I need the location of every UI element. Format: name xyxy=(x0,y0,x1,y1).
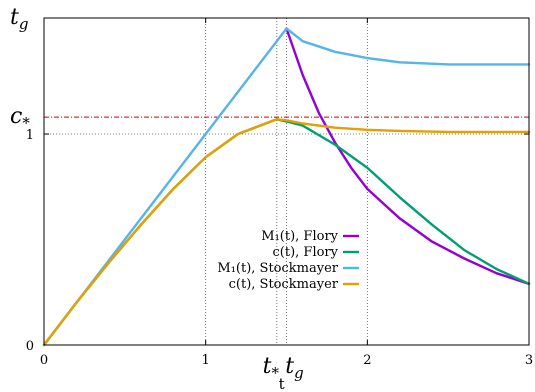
legend-label: M₁(t), Stockmayer xyxy=(217,261,338,276)
tick-labels: 0 1 2 3 0 1 xyxy=(26,128,533,368)
plot-frame xyxy=(43,17,530,346)
x-special-label-*: t* xyxy=(263,354,280,382)
y-special-label-*: c* xyxy=(10,104,30,132)
grid-lines xyxy=(44,18,529,345)
x-tick-label: 1 xyxy=(202,353,210,368)
legend-label: c(t), Stockmayer xyxy=(229,277,339,292)
series-line xyxy=(285,27,531,285)
x-axis-label: t xyxy=(279,375,285,392)
x-special-label-g: tg xyxy=(285,354,303,382)
y-special-label-g: tg xyxy=(10,5,28,33)
series-lines xyxy=(42,27,531,347)
axis-ticks xyxy=(43,18,530,346)
legend-label: c(t), Flory xyxy=(273,245,339,260)
legend-label: M₁(t), Flory xyxy=(261,229,338,244)
x-tick-label: 0 xyxy=(40,353,48,368)
x-tick-label: 3 xyxy=(525,353,533,368)
y-tick-label: 0 xyxy=(26,339,34,354)
x-tick-label: 2 xyxy=(363,353,371,368)
series-line xyxy=(42,118,531,347)
series-line xyxy=(42,27,531,347)
y-tick-label: 1 xyxy=(26,128,34,143)
